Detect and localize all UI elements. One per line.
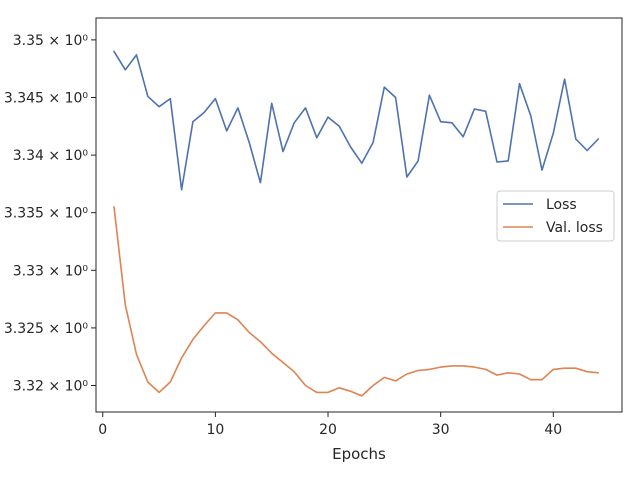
y-tick-label: 3.345 × 10⁰ bbox=[4, 90, 89, 106]
y-tick-label: 3.33 × 10⁰ bbox=[13, 263, 89, 279]
legend: Loss Val. loss bbox=[496, 190, 615, 242]
legend-label-loss: Loss bbox=[546, 197, 577, 213]
x-tick-label: 40 bbox=[544, 422, 562, 438]
x-tick-label: 30 bbox=[432, 422, 450, 438]
legend-label-val-loss: Val. loss bbox=[546, 220, 603, 236]
series-layer bbox=[113, 50, 600, 397]
y-tick-label: 3.335 × 10⁰ bbox=[4, 206, 89, 222]
x-tick-label: 20 bbox=[319, 422, 337, 438]
ticks-layer: 0 10 20 30 40 3.32 × 10⁰ 3.325 × 10⁰ 3.33 × 10⁰… bbox=[4, 33, 562, 438]
series-line-loss bbox=[113, 50, 600, 191]
x-tick-label: 10 bbox=[206, 422, 224, 438]
y-tick-label: 3.32 × 10⁰ bbox=[13, 379, 89, 395]
y-tick-label: 3.35 × 10⁰ bbox=[13, 33, 89, 49]
plot-frame bbox=[95, 17, 623, 413]
x-axis-label: Epochs bbox=[332, 445, 386, 463]
x-tick-label: 0 bbox=[98, 422, 107, 438]
y-tick-label: 3.34 × 10⁰ bbox=[13, 148, 89, 164]
series-line-val-loss bbox=[113, 206, 600, 397]
y-tick-label: 3.325 × 10⁰ bbox=[4, 321, 89, 337]
